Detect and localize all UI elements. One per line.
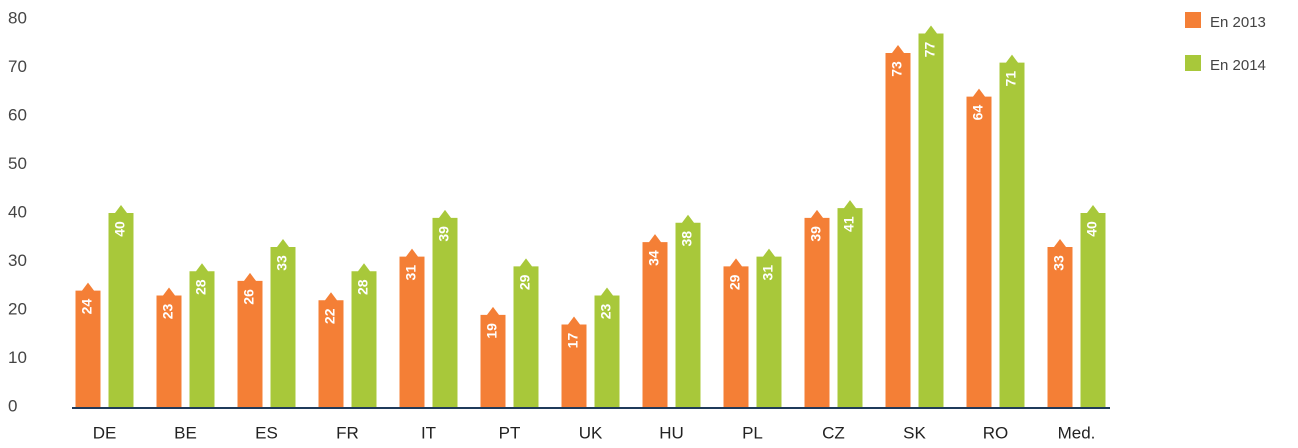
value-label: 34: [646, 250, 662, 266]
bar: [480, 306, 506, 407]
bar: [804, 209, 830, 407]
legend-label: En 2014: [1210, 57, 1266, 74]
bar: [999, 54, 1025, 408]
value-label: 64: [970, 105, 986, 121]
bar: [723, 258, 749, 407]
value-label: 23: [160, 303, 176, 319]
x-tick-label: PL: [742, 423, 763, 442]
value-label: 29: [727, 274, 743, 290]
x-tick-label: UK: [579, 423, 603, 442]
bar: [918, 25, 944, 408]
value-label: 31: [760, 265, 776, 281]
value-label: 29: [517, 274, 533, 290]
y-tick-label: 50: [8, 154, 27, 173]
bar: [237, 272, 263, 407]
value-label: 71: [1003, 71, 1019, 87]
bar: [594, 287, 620, 407]
value-label: 31: [403, 265, 419, 281]
bar: [399, 248, 425, 407]
bar: [513, 258, 539, 407]
value-label: 33: [1051, 255, 1067, 271]
x-tick-label: SK: [903, 423, 926, 442]
y-tick-label: 20: [8, 299, 27, 318]
value-label: 38: [679, 231, 695, 247]
bar: [351, 263, 377, 407]
value-label: 41: [841, 216, 857, 232]
value-label: 39: [436, 226, 452, 242]
bar: [675, 214, 701, 407]
y-tick-label: 0: [8, 396, 17, 415]
bar: [318, 292, 344, 407]
y-tick-label: 10: [8, 348, 27, 367]
bar: [1047, 238, 1073, 407]
value-label: 77: [922, 42, 938, 58]
value-label: 73: [889, 61, 905, 77]
x-tick-label: DE: [93, 423, 117, 442]
value-label: 22: [322, 308, 338, 324]
bar: [561, 316, 587, 407]
x-tick-label: PT: [499, 423, 521, 442]
value-label: 40: [1084, 221, 1100, 237]
bar: [885, 44, 911, 407]
bar: [756, 248, 782, 407]
value-label: 39: [808, 226, 824, 242]
value-label: 24: [79, 299, 95, 315]
x-tick-label: Med.: [1058, 423, 1096, 442]
bar: [966, 88, 992, 407]
x-tick-label: ES: [255, 423, 278, 442]
y-tick-label: 80: [8, 8, 27, 27]
bar: [1080, 205, 1106, 407]
bar: [837, 200, 863, 407]
value-label: 17: [565, 333, 581, 349]
legend-swatch: [1185, 12, 1201, 28]
bar: [270, 238, 296, 407]
bar: [108, 205, 134, 407]
x-tick-label: FR: [336, 423, 359, 442]
x-tick-label: BE: [174, 423, 197, 442]
value-label: 26: [241, 289, 257, 305]
x-tick-label: CZ: [822, 423, 845, 442]
x-tick-label: HU: [659, 423, 684, 442]
bar: [642, 234, 668, 407]
value-label: 40: [112, 221, 128, 237]
value-label: 33: [274, 255, 290, 271]
legend-label: En 2013: [1210, 14, 1266, 31]
value-label: 28: [355, 279, 371, 295]
bar: [189, 263, 215, 407]
legend-swatch: [1185, 55, 1201, 71]
y-tick-label: 40: [8, 202, 27, 221]
x-tick-label: RO: [983, 423, 1009, 442]
y-tick-label: 70: [8, 57, 27, 76]
bar: [75, 282, 101, 407]
x-tick-label: IT: [421, 423, 436, 442]
y-tick-label: 30: [8, 251, 27, 270]
value-label: 28: [193, 279, 209, 295]
value-label: 19: [484, 323, 500, 339]
bar: [156, 287, 182, 407]
y-tick-label: 60: [8, 105, 27, 124]
value-label: 23: [598, 303, 614, 319]
bar: [432, 209, 458, 407]
